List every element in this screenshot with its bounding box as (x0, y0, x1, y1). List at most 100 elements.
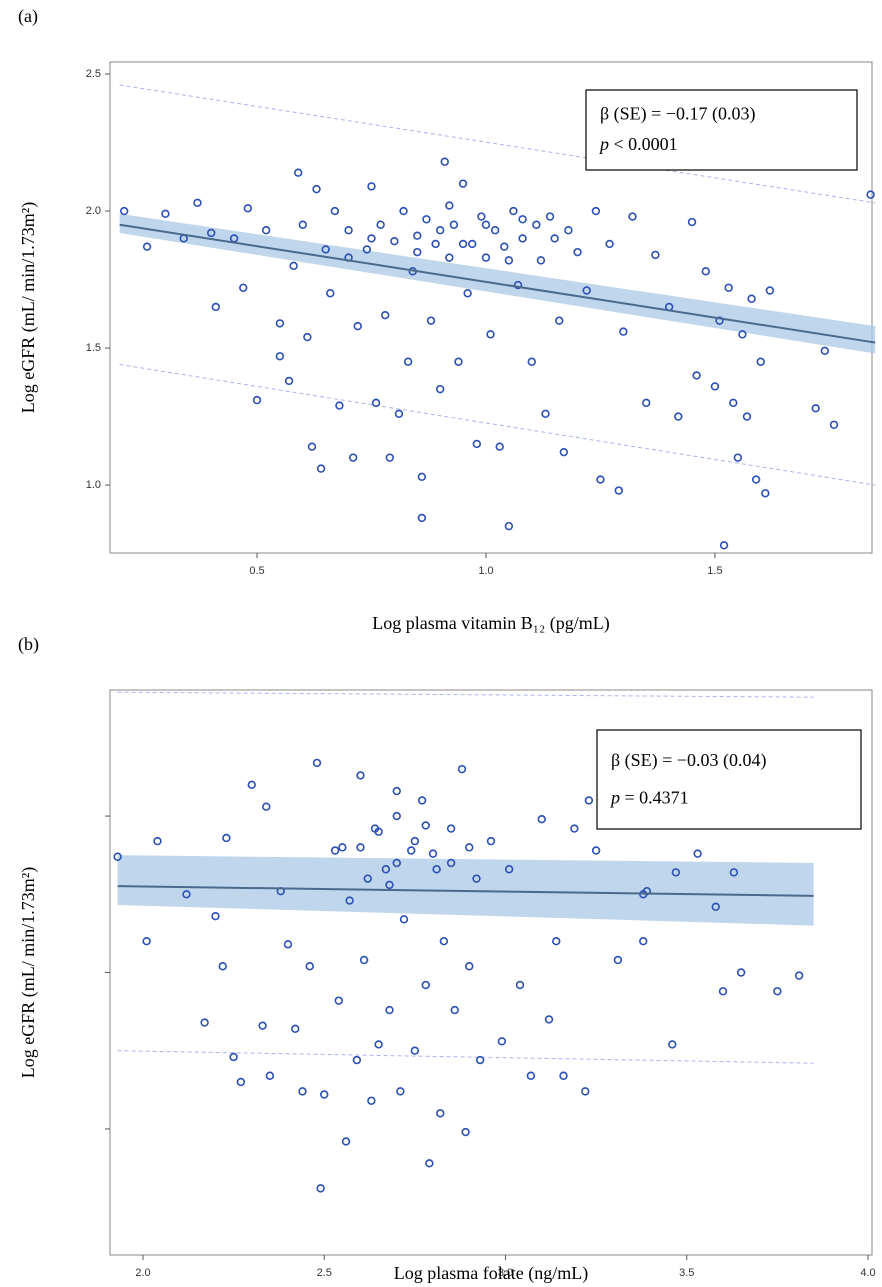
annotation-text: β (SE) = −0.03 (0.04) (611, 750, 766, 771)
point (261, 226, 271, 235)
point (555, 316, 564, 325)
x-tick-label: 3.0 (498, 1267, 513, 1279)
point (710, 382, 720, 391)
point (541, 409, 550, 419)
point (353, 321, 362, 331)
prediction-limit (119, 363, 876, 486)
point (465, 843, 474, 852)
y-tick-label: 2.0 (86, 205, 101, 217)
point (559, 447, 569, 457)
point (305, 962, 314, 971)
point (465, 962, 474, 971)
point (445, 201, 454, 210)
point (518, 215, 527, 224)
point (352, 1055, 362, 1065)
point (532, 220, 541, 229)
point (298, 1087, 307, 1096)
point (518, 234, 527, 243)
point (651, 250, 660, 260)
prediction-limit (119, 84, 876, 204)
point (283, 940, 293, 949)
point (193, 198, 202, 208)
point (303, 332, 312, 342)
prediction-limit (117, 1050, 814, 1064)
x-tick-label: 3.5 (679, 1267, 694, 1279)
point (715, 316, 724, 325)
point (472, 874, 481, 883)
point (724, 283, 733, 292)
point (142, 937, 151, 946)
point (446, 858, 456, 868)
point (481, 253, 491, 262)
point (671, 868, 681, 877)
point (693, 849, 702, 858)
point (399, 206, 408, 216)
point (440, 157, 449, 166)
point (461, 1127, 470, 1137)
point (692, 371, 701, 380)
annotation-text: β (SE) = −0.17 (0.03) (600, 104, 755, 125)
point (367, 182, 376, 191)
point (559, 1071, 568, 1080)
point (490, 226, 500, 235)
point (642, 886, 652, 896)
point (742, 412, 752, 421)
point (584, 796, 594, 805)
point (344, 226, 353, 235)
point (711, 902, 720, 912)
point (605, 239, 614, 249)
annotation-box (596, 729, 862, 830)
point (596, 475, 605, 484)
point (497, 1037, 507, 1046)
point (294, 168, 303, 177)
point (619, 327, 628, 336)
point (719, 541, 729, 550)
point (537, 815, 546, 824)
point (119, 206, 129, 216)
point (765, 286, 775, 295)
x-tick-label: 1.5 (707, 565, 722, 577)
point (701, 267, 710, 276)
point (432, 865, 441, 874)
point (504, 256, 514, 265)
point (552, 937, 561, 946)
point (374, 1040, 383, 1049)
point (396, 1087, 405, 1096)
point (811, 404, 820, 413)
point (392, 786, 401, 796)
point (381, 865, 391, 874)
annotation-box (585, 89, 858, 171)
point (367, 234, 376, 243)
point (385, 880, 394, 890)
point (385, 453, 394, 462)
point (417, 796, 427, 805)
point (486, 330, 495, 339)
annotation-text: p < 0.0001 (598, 134, 678, 154)
point (413, 247, 422, 257)
point (218, 962, 227, 971)
point (403, 357, 413, 366)
point (435, 226, 445, 235)
point (222, 833, 231, 843)
point (450, 1005, 459, 1015)
point (457, 764, 467, 774)
point (866, 190, 875, 199)
point (458, 179, 468, 188)
point (738, 330, 747, 339)
point (439, 937, 449, 946)
point (639, 937, 648, 946)
point (363, 874, 372, 883)
point (243, 204, 253, 213)
point (515, 980, 525, 990)
point (570, 824, 579, 833)
point (642, 398, 651, 408)
point (307, 442, 317, 451)
point (820, 346, 830, 355)
point (407, 846, 416, 855)
point (481, 220, 491, 229)
point (736, 968, 746, 977)
point (142, 242, 152, 251)
point (545, 212, 555, 221)
point (477, 212, 486, 221)
point (399, 915, 409, 924)
